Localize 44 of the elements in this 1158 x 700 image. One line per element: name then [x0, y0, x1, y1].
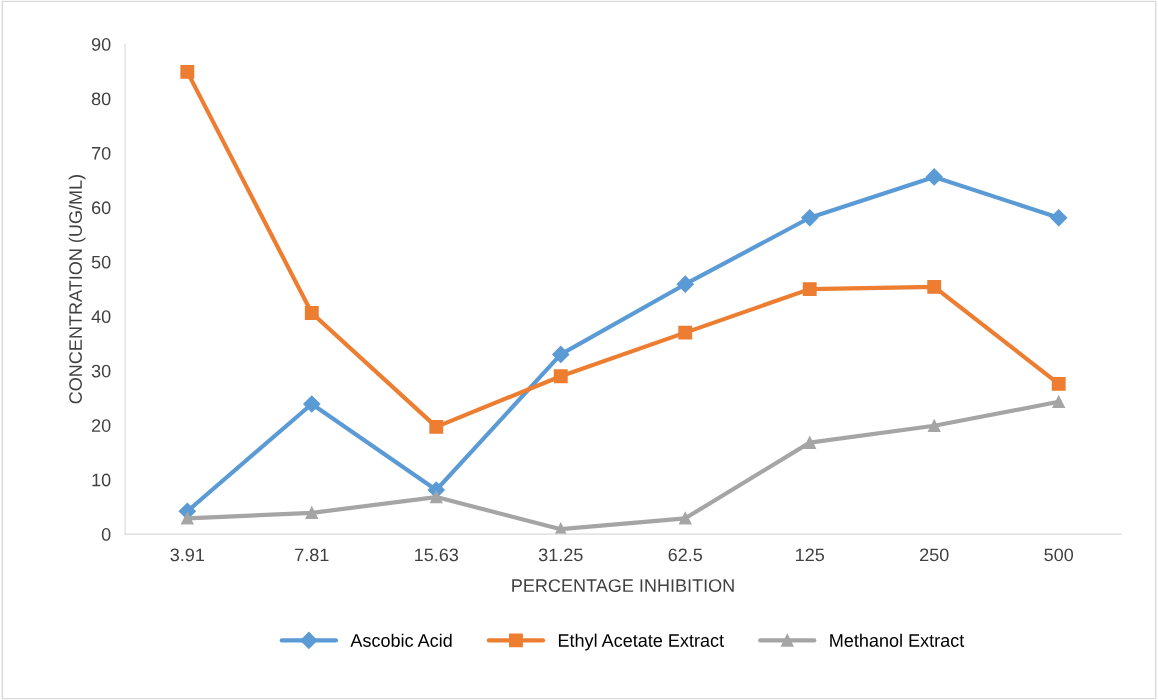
- y-tick-label: 20: [92, 419, 111, 432]
- y-tick-label: 70: [92, 146, 111, 160]
- point: [678, 325, 693, 340]
- x-tick-label: 250: [920, 548, 949, 562]
- point: [304, 306, 319, 321]
- x-tick-label: 7.81: [295, 548, 329, 562]
- point: [676, 275, 694, 293]
- y-tick-label: 80: [91, 92, 111, 106]
- point: [803, 436, 816, 449]
- point: [801, 209, 819, 227]
- x-tick-label: 125: [796, 548, 825, 562]
- point: [1050, 209, 1068, 227]
- x-tick-label: 31.25: [538, 548, 583, 562]
- y-tick-label: 10: [92, 473, 111, 487]
- x-axis-title: PERCENTAGE INHIBITION: [512, 579, 734, 592]
- point: [553, 369, 568, 384]
- y-tick-label: 50: [91, 255, 111, 269]
- point: [181, 512, 194, 525]
- y-tick-label: 40: [91, 310, 111, 324]
- point: [1052, 395, 1065, 409]
- legend-label: Ascobic Acid: [350, 633, 452, 647]
- x-tick-label: 62.5: [668, 548, 703, 562]
- point: [927, 279, 942, 294]
- legend-label: Ethyl Acetate Extract: [558, 633, 724, 651]
- point: [925, 168, 943, 186]
- point: [678, 512, 692, 525]
- point: [802, 282, 817, 297]
- point: [430, 490, 443, 504]
- y-tick-label: 90: [91, 38, 111, 51]
- point: [552, 345, 570, 363]
- point: [180, 64, 195, 79]
- legend-label: Methanol Extract: [830, 633, 965, 647]
- y-tick-label: 60: [92, 201, 111, 215]
- y-tick-label: 30: [91, 364, 111, 378]
- x-tick-label: 15.63: [415, 548, 459, 562]
- point: [305, 506, 319, 520]
- point: [303, 395, 321, 413]
- point: [1051, 376, 1066, 391]
- x-tick-label: 3.91: [170, 548, 204, 562]
- point: [429, 419, 444, 434]
- y-tick-label: 0: [101, 528, 111, 541]
- point: [927, 419, 941, 433]
- x-tick-label: 500: [1044, 548, 1074, 562]
- y-axis-title: CONCENTRATION (UG/ML): [68, 175, 86, 404]
